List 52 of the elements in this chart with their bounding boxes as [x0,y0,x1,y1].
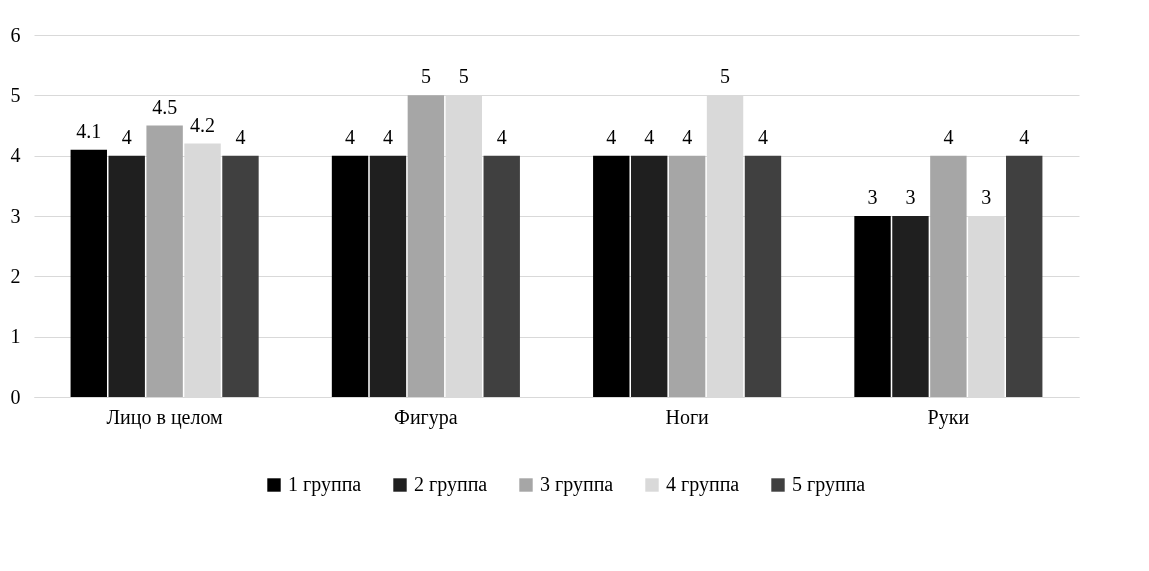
bar [483,155,520,397]
bar [146,125,183,397]
bar [369,155,407,397]
data-label: 5 [458,65,469,88]
bar [1006,155,1043,397]
data-label: 4 [382,125,393,148]
bar [331,155,369,397]
x-tick-label: Фигура [394,405,458,429]
y-tick-label: 3 [10,204,21,227]
bar [593,155,630,397]
y-tick-label: 4 [10,144,21,167]
data-label: 5 [420,65,431,88]
data-label: 4 [1019,125,1030,148]
data-label: 4.5 [152,95,178,118]
y-tick-label: 5 [10,83,21,106]
bar [930,155,967,397]
data-label: 4.1 [76,119,102,142]
legend-label: 2 группа [414,473,488,496]
x-tick-label: Лицо в целом [106,405,224,429]
bar [631,155,668,397]
bar [70,149,107,397]
bar [744,155,782,397]
legend-label: 3 группа [540,473,614,496]
data-label: 3 [867,186,878,208]
x-tick-label: Ноги [665,405,710,428]
bar [668,155,706,397]
data-label: 4 [757,125,768,148]
data-label: 5 [720,65,731,88]
bar [892,216,929,397]
y-tick-label: 6 [10,23,21,46]
data-label: 4 [943,125,954,148]
data-label: 3 [905,186,916,208]
data-label: 4 [682,125,693,148]
data-label: 4 [644,125,655,148]
data-label: 4 [345,125,356,148]
data-label: 4 [606,125,617,148]
bar [108,155,145,397]
data-label: 4 [235,125,246,148]
data-label: 3 [981,186,992,208]
legend-label: 5 группа [792,473,866,496]
y-tick-label: 1 [10,325,21,348]
data-label: 4 [121,125,132,148]
y-tick-label: 0 [10,385,21,408]
data-label: 4.2 [190,113,216,136]
x-tick-label: Руки [927,405,970,429]
data-label: 4 [496,125,507,148]
bar [222,155,259,397]
bar [854,216,891,397]
bar [407,95,445,397]
legend-label: 4 группа [666,473,740,496]
y-tick-label: 2 [10,264,21,287]
legend-label: 1 группа [288,473,362,496]
